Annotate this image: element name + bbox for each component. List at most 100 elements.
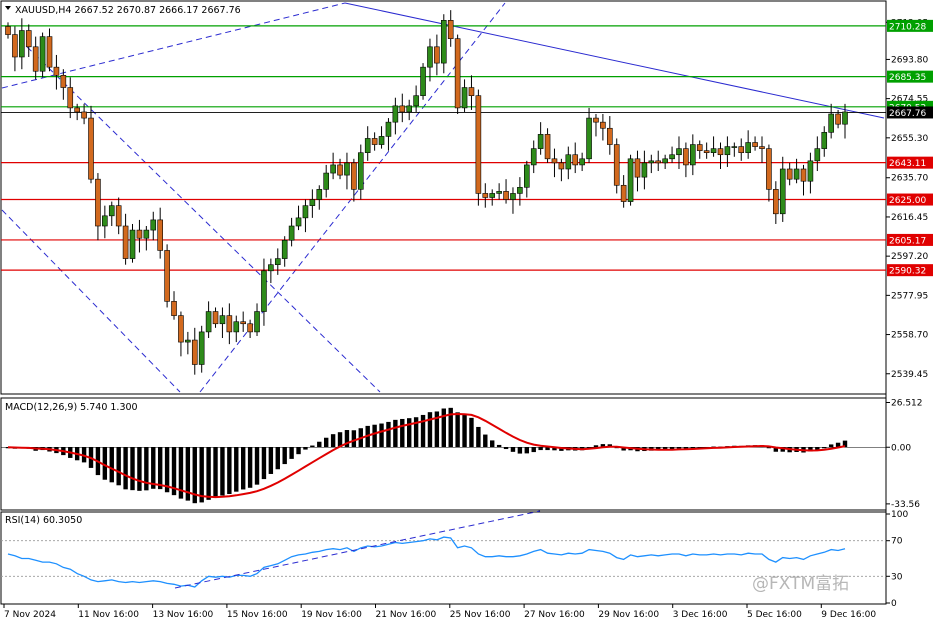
bear-candle — [655, 160, 662, 164]
bull-candle — [205, 311, 212, 333]
bear-candle — [178, 315, 184, 343]
descending-trendline — [344, 2, 885, 119]
bull-candle — [150, 219, 157, 231]
bear-candle — [620, 184, 627, 202]
time-tick-label: 27 Nov 16:00 — [524, 610, 585, 620]
rsi-trendline — [174, 510, 541, 589]
bull-candle — [779, 168, 786, 215]
price-tick-label: 2597.20 — [891, 252, 928, 262]
price-tick-label: 2577.95 — [891, 291, 928, 301]
bull-candle — [676, 148, 682, 156]
bull-candle — [385, 121, 392, 137]
bear-candle — [46, 36, 53, 68]
macd-bar — [517, 447, 523, 454]
level-tag-label: 2643.11 — [889, 159, 926, 169]
macd-bar — [559, 447, 564, 451]
gridlines — [1, 540, 886, 577]
rsi-tick-label: 0 — [891, 599, 897, 609]
bull-candle — [406, 105, 413, 113]
bull-candle — [364, 138, 371, 153]
bull-candle — [662, 158, 668, 164]
bull-candle — [793, 168, 800, 180]
macd-bar — [144, 447, 149, 491]
macd-bar — [413, 417, 419, 448]
macd-bar — [234, 447, 239, 492]
bear-candle — [454, 38, 461, 109]
bear-candle — [74, 107, 80, 113]
macd-tick-label: 0.00 — [891, 443, 911, 453]
macd-bar — [206, 447, 211, 500]
macd-bar — [351, 430, 357, 448]
time-axis: 7 Nov 2024 11 Nov 16:00 13 Nov 16:00 15 Nov… — [3, 604, 876, 620]
macd-bar — [815, 447, 820, 450]
macd-bar — [780, 447, 785, 452]
bull-candle — [233, 321, 240, 333]
bull-candle — [731, 146, 738, 148]
bear-candle — [226, 315, 233, 333]
bear-candle — [613, 144, 620, 186]
bull-candle — [530, 148, 537, 166]
macd-bar — [662, 447, 668, 451]
level-tag-label: 2605.17 — [889, 236, 926, 246]
level-tag-bg — [887, 19, 933, 32]
macd-bar — [393, 419, 398, 448]
bull-candle — [357, 152, 364, 190]
dropdown-arrow-icon[interactable] — [5, 6, 11, 10]
level-tag-label: 2667.76 — [889, 109, 926, 119]
macd-bar — [303, 447, 308, 450]
bear-candle — [634, 158, 641, 178]
bull-candle — [302, 205, 309, 219]
bear-candle — [212, 311, 219, 325]
bull-candle — [842, 111, 848, 125]
bear-candle — [240, 321, 246, 325]
macd-bar — [427, 412, 433, 448]
macd-bar — [773, 447, 779, 452]
macd-bar — [254, 447, 260, 485]
macd-tick-label: 26.512 — [891, 399, 923, 409]
price-tick-label: 2539.45 — [891, 370, 928, 380]
bear-candle — [371, 138, 378, 145]
rsi-line — [7, 510, 846, 589]
bear-candle — [475, 95, 482, 194]
macd-bar — [178, 447, 184, 499]
channel-parallel-line — [19, 39, 381, 393]
symbol-ohlc-title: XAUUSD,H4 2667.52 2670.87 2666.17 2667.7… — [15, 5, 241, 16]
price-tick-label: 2693.80 — [891, 55, 928, 65]
macd-bar — [275, 447, 280, 470]
macd-bar — [669, 447, 675, 450]
macd-bar — [842, 440, 848, 448]
bull-candle — [648, 160, 655, 164]
bull-candle — [108, 205, 115, 217]
bear-candle — [88, 117, 94, 180]
macd-bar — [330, 434, 336, 448]
time-tick-label: 5 Dec 16:00 — [747, 610, 802, 620]
macd-bar — [690, 447, 696, 449]
macd-bar — [483, 434, 488, 448]
macd-bar — [683, 447, 689, 449]
macd-bar — [531, 447, 536, 453]
macd-bar — [538, 447, 543, 451]
bear-candle — [759, 146, 765, 149]
macd-bar — [524, 447, 530, 454]
time-tick-label: 15 Nov 16:00 — [227, 610, 288, 620]
price-tick-label: 2558.70 — [891, 331, 928, 341]
bull-candle — [219, 315, 226, 325]
macd-tick-label: -33.56 — [891, 500, 920, 510]
bull-candle — [461, 87, 468, 109]
level-tag-bg — [887, 264, 933, 277]
macd-bar — [600, 444, 606, 448]
bear-candle — [351, 162, 357, 190]
bull-candle — [19, 30, 25, 58]
bull-candle — [807, 160, 814, 182]
bull-candle — [440, 20, 447, 64]
bear-candle — [738, 146, 745, 153]
bear-candle — [752, 142, 758, 147]
bull-candle — [586, 117, 592, 160]
watermark-text: @FXTM富拓 — [752, 574, 849, 594]
price-tick-label: 2655.30 — [891, 134, 928, 144]
bear-candle — [600, 121, 606, 129]
bull-candle — [489, 193, 496, 198]
rsi-tick-label: 70 — [891, 537, 903, 547]
macd-bar — [455, 412, 460, 448]
